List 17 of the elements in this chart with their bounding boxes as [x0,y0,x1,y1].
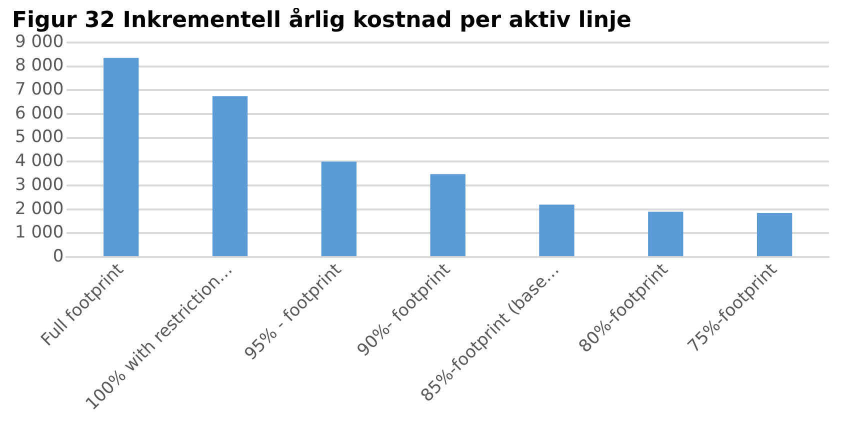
bar [212,96,248,256]
y-tick-label: 2 000 [14,198,64,219]
y-tick-label: 1 000 [14,222,64,243]
y-tick-label: 7 000 [14,80,64,100]
y-tick-label: 0 [52,246,64,266]
y-tick-label: 3 000 [14,174,64,195]
bar [539,204,574,256]
bar [648,212,684,256]
y-tick-label: 8 000 [14,56,64,76]
y-tick-label: 9 000 [14,32,64,52]
bar [104,58,139,256]
bar [756,212,792,256]
bar [321,162,357,256]
y-tick-label: 4 000 [14,151,64,172]
y-tick-label: 6 000 [14,103,64,124]
y-tick-label: 5 000 [14,127,64,148]
bar [430,174,466,256]
